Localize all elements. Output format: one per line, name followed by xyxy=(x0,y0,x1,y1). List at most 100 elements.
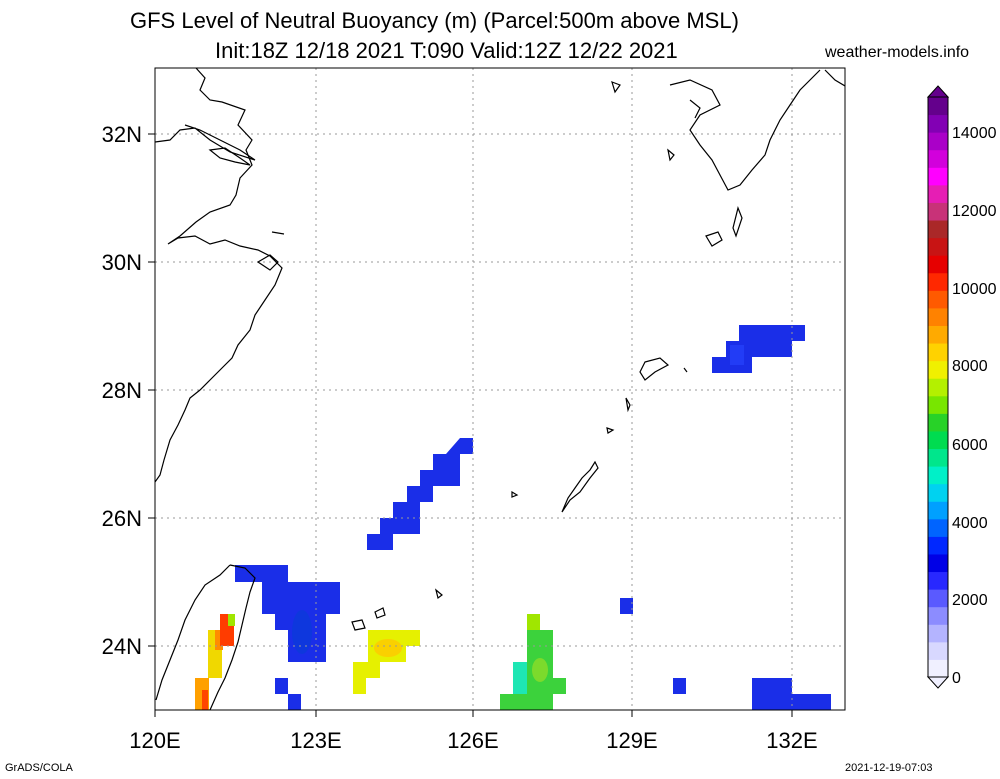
colorbar-cell xyxy=(928,114,948,133)
coast-island-2 xyxy=(271,231,285,235)
colorbar-cell xyxy=(928,184,948,203)
ylabel-30: 30N xyxy=(102,250,142,275)
coast-ryukyu-5 xyxy=(606,427,615,434)
map-plot xyxy=(154,67,846,711)
coastlines xyxy=(155,68,845,710)
colorbar-cell xyxy=(928,536,948,555)
xlabel-120: 120E xyxy=(129,728,180,753)
colorbar: 0 2000 4000 6000 8000 10000 12000 14000 xyxy=(926,85,997,689)
coast-island-1 xyxy=(208,147,251,166)
shade-blue-132E xyxy=(752,678,831,710)
colorbar-cell xyxy=(928,132,948,151)
colorbar-cell xyxy=(928,325,948,344)
shade-blue-taiwan-east xyxy=(235,565,340,662)
xlabel-123: 123E xyxy=(290,728,341,753)
coast-kyushu xyxy=(669,69,821,191)
shade-cyan-127E xyxy=(513,662,527,694)
coast-island-3 xyxy=(256,254,279,271)
coast-taiwan xyxy=(155,564,256,710)
title-line-1: GFS Level of Neutral Buoyancy (m) (Parce… xyxy=(130,8,739,33)
colorbar-cell xyxy=(928,659,948,678)
colorbar-cell xyxy=(928,378,948,397)
cbar-label-14000: 14000 xyxy=(952,125,997,142)
colorbar-cell xyxy=(928,149,948,168)
coast-ryukyu-7 xyxy=(683,367,688,373)
coast-ryukyu-2 xyxy=(351,619,366,631)
shade-blue-core xyxy=(292,610,312,654)
ylabel-28: 28N xyxy=(102,378,142,403)
xlabel-132: 132E xyxy=(766,728,817,753)
colorbar-cell xyxy=(928,343,948,362)
axis-labels: 120E 123E 126E 129E 132E 24N 26N 28N 30N… xyxy=(102,122,818,753)
data-shading xyxy=(195,325,831,710)
colorbar-min-arrow xyxy=(926,676,950,689)
shade-lime-core xyxy=(532,658,548,682)
cbar-label-8000: 8000 xyxy=(952,358,988,375)
colorbar-cell xyxy=(928,466,948,485)
cbar-label-6000: 6000 xyxy=(952,437,988,454)
colorbar-cell xyxy=(928,571,948,590)
axis-ticks xyxy=(148,133,793,717)
colorbar-cell xyxy=(928,624,948,643)
cbar-label-12000: 12000 xyxy=(952,203,997,220)
colorbar-cells xyxy=(928,97,948,678)
colorbar-cell xyxy=(928,413,948,432)
colorbar-cell xyxy=(928,606,948,625)
colorbar-cell xyxy=(928,167,948,186)
colorbar-cell xyxy=(928,97,948,116)
cbar-label-4000: 4000 xyxy=(952,515,988,532)
gridlines xyxy=(155,68,845,710)
shade-blue-pixel-2 xyxy=(288,694,301,710)
coast-ryukyu-3 xyxy=(434,588,443,600)
coast-yakushima xyxy=(705,231,723,247)
shade-blue-129E xyxy=(620,598,633,614)
coast-ryukyu-1 xyxy=(374,607,386,619)
shade-blue-131E-core xyxy=(730,345,744,365)
ylabel-24: 24N xyxy=(102,634,142,659)
colorbar-cell xyxy=(928,395,948,414)
xlabel-129: 129E xyxy=(606,728,657,753)
colorbar-cell xyxy=(928,641,948,660)
cbar-label-2000: 2000 xyxy=(952,592,988,609)
colorbar-cell xyxy=(928,501,948,520)
colorbar-cell xyxy=(928,360,948,379)
cbar-label-10000: 10000 xyxy=(952,281,997,298)
coast-ryukyu-6 xyxy=(625,397,631,413)
colorbar-cell xyxy=(928,272,948,291)
colorbar-cell xyxy=(928,307,948,326)
colorbar-max-arrow xyxy=(926,85,950,98)
xlabel-126: 126E xyxy=(447,728,498,753)
shade-lime-127E xyxy=(527,614,540,630)
coast-amami xyxy=(639,357,670,381)
title-line-2: Init:18Z 12/18 2021 T:090 Valid:12Z 12/2… xyxy=(215,38,678,63)
colorbar-frame xyxy=(927,96,949,678)
shade-orange-core xyxy=(374,639,402,657)
shade-yellow-124E xyxy=(353,630,420,694)
colorbar-cell xyxy=(928,518,948,537)
shade-lime-taiwan xyxy=(228,614,235,626)
coast-goto xyxy=(611,81,621,94)
coast-tanegashima xyxy=(732,206,743,238)
shade-orange-taiwan xyxy=(215,630,223,650)
shade-blue-diagonal xyxy=(367,438,473,550)
colorbar-cell xyxy=(928,255,948,274)
ylabel-32: 32N xyxy=(102,122,142,147)
footer-credit: GrADS/COLA xyxy=(5,762,73,774)
coast-ryukyu-4 xyxy=(511,490,519,498)
colorbar-labels: 0 2000 4000 6000 8000 10000 12000 14000 xyxy=(952,125,997,687)
colorbar-cell xyxy=(928,220,948,239)
coast-okinawa xyxy=(561,460,599,513)
colorbar-cell xyxy=(928,202,948,221)
colorbar-cell xyxy=(928,237,948,256)
cbar-label-0: 0 xyxy=(952,670,961,687)
footer-timestamp: 2021-12-19-07:03 xyxy=(845,762,933,774)
plot-background xyxy=(155,68,845,710)
shade-blue-pixel-1 xyxy=(275,678,288,694)
shade-blue-130E xyxy=(673,678,686,694)
colorbar-cell xyxy=(928,483,948,502)
coast-shikoku xyxy=(824,69,845,87)
colorbar-cell xyxy=(928,448,948,467)
coast-china xyxy=(155,68,283,483)
colorbar-cell xyxy=(928,589,948,608)
shade-red-south xyxy=(202,690,208,710)
